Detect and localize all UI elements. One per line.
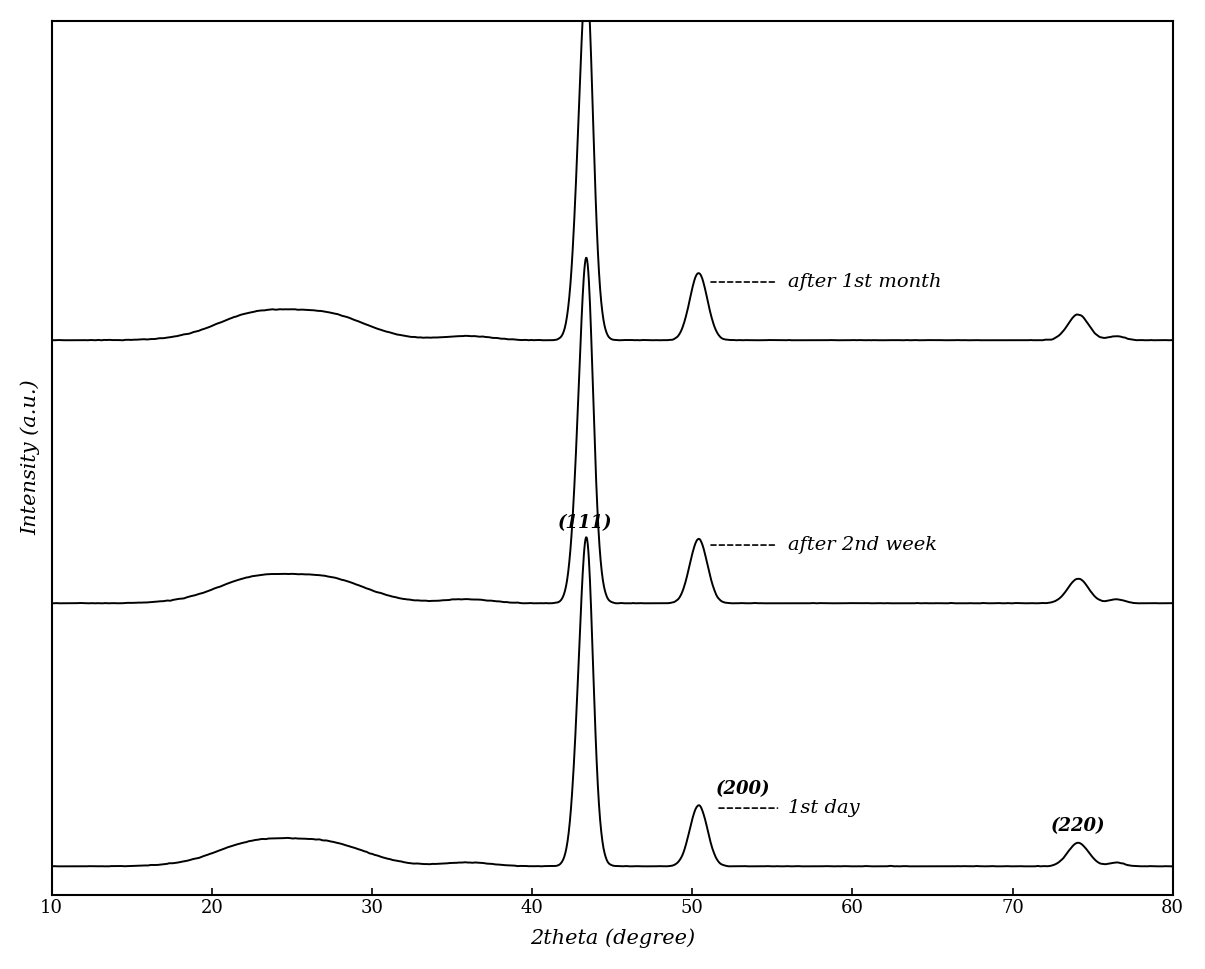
Text: (111): (111) xyxy=(558,514,612,532)
Text: (220): (220) xyxy=(1051,817,1105,835)
X-axis label: 2theta (degree): 2theta (degree) xyxy=(529,928,695,949)
Y-axis label: Intensity (a.u.): Intensity (a.u.) xyxy=(20,380,41,536)
Text: after 2nd week: after 2nd week xyxy=(788,536,937,554)
Text: after 1st month: after 1st month xyxy=(788,273,942,291)
Text: (200): (200) xyxy=(716,780,771,797)
Text: 1st day: 1st day xyxy=(788,799,860,817)
